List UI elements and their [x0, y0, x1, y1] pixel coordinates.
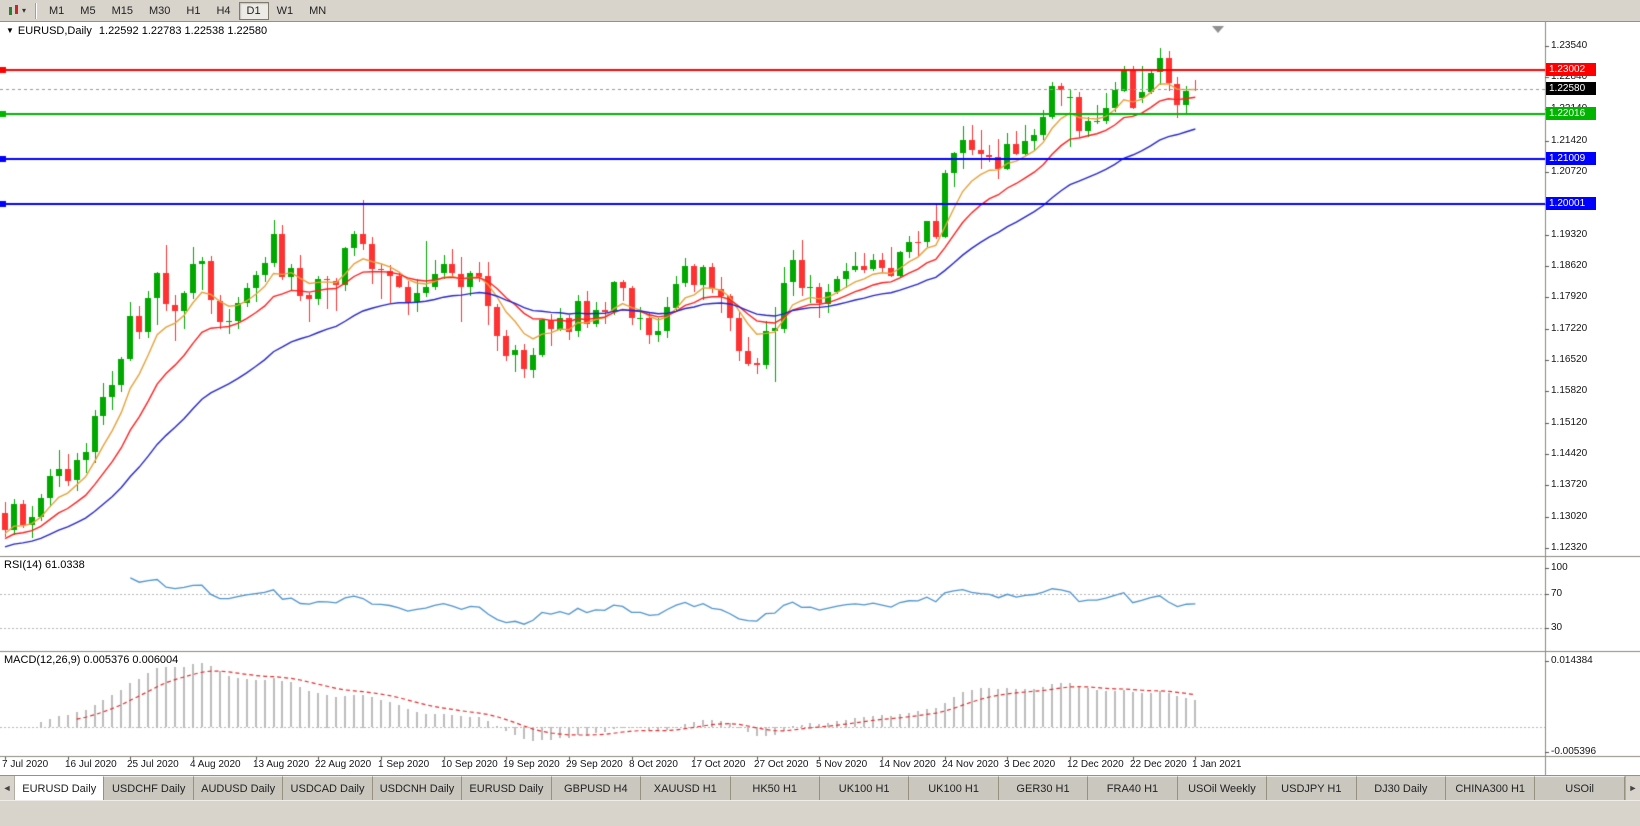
chart-tab-ger30-h1[interactable]: GER30 H1 [998, 776, 1089, 800]
tab-label: USOil Weekly [1188, 782, 1256, 795]
period-button-d1[interactable]: D1 [238, 1, 269, 20]
chart-tab-china300-h1[interactable]: CHINA300 H1 [1446, 776, 1536, 800]
tab-label: FRA40 H1 [1106, 782, 1159, 795]
chart-tab-uk100-h1[interactable]: UK100 H1 [819, 776, 910, 800]
left-arrow-icon: ◄ [2, 783, 12, 793]
tab-label: AUDUSD Daily [201, 782, 276, 795]
candlestick-chart-icon [7, 4, 20, 17]
chart-tab-usoil[interactable]: USOil [1535, 776, 1625, 800]
tab-label: EURUSD Daily [469, 782, 544, 795]
tab-label: HK50 H1 [752, 782, 798, 795]
tab-strip: EURUSD Daily USDCHF Daily AUDUSD Daily USDC… [15, 776, 1625, 800]
chart-tab-usdchf-daily[interactable]: USDCHF Daily [104, 776, 194, 800]
period-button-mn[interactable]: MN [301, 2, 334, 20]
period-button-m1[interactable]: M1 [41, 2, 72, 20]
tab-label: CHINA300 H1 [1455, 782, 1526, 795]
tab-label: USDCHF Daily [111, 782, 186, 795]
tab-label: EURUSD Daily [22, 782, 97, 795]
chart-tab-hk50-h1[interactable]: HK50 H1 [730, 776, 820, 800]
tab-scroll-right-button[interactable]: ► [1625, 776, 1640, 800]
tab-label: DJ30 Daily [1374, 782, 1428, 795]
timeframe-toolbar: ▾ M1 M5 M15 M30 H1 H4 D1 W1 MN [0, 0, 1640, 22]
ohlc-values: 1.22592 1.22783 1.22538 1.22580 [98, 25, 268, 37]
chart-tab-fra40-h1[interactable]: FRA40 H1 [1088, 776, 1178, 800]
tab-label: UK100 H1 [928, 782, 979, 795]
chart-tab-gbpusd-h4[interactable]: GBPUSD H4 [551, 776, 642, 800]
chart-tab-usdjpy-h1[interactable]: USDJPY H1 [1267, 776, 1357, 800]
period-button-group: M1 M5 M15 M30 H1 H4 D1 W1 MN [41, 1, 334, 20]
collapse-triangle-icon[interactable]: ▼ [6, 26, 14, 35]
chart-tab-usdcad-daily[interactable]: USDCAD Daily [283, 776, 373, 800]
tab-label: USDCAD Daily [290, 782, 365, 795]
tab-label: XAUUSD H1 [653, 782, 717, 795]
chart-type-button[interactable]: ▾ [3, 3, 30, 19]
price-chart-canvas[interactable] [0, 22, 1640, 775]
period-button-m15[interactable]: M15 [104, 2, 141, 20]
tab-label: USOil [1565, 782, 1595, 795]
rsi-indicator-label: RSI(14) 61.0338 [4, 559, 85, 571]
macd-indicator-label: MACD(12,26,9) 0.005376 0.006004 [4, 654, 179, 666]
window-bottom-strip [0, 800, 1640, 826]
dropdown-caret-icon: ▾ [22, 6, 27, 15]
chart-tab-dj30-daily[interactable]: DJ30 Daily [1356, 776, 1446, 800]
period-button-m30[interactable]: M30 [141, 2, 178, 20]
symbol-period-label: EURUSD,Daily [17, 25, 92, 37]
period-button-h1[interactable]: H1 [178, 2, 208, 20]
right-arrow-icon: ► [1628, 783, 1638, 793]
chart-title: ▼ EURUSD,Daily 1.22592 1.22783 1.22538 1.2… [6, 25, 267, 37]
chart-tab-bar: ◄ EURUSD Daily USDCHF Daily AUDUSD Daily US… [0, 775, 1640, 800]
toolbar-separator [35, 2, 37, 19]
period-button-m5[interactable]: M5 [72, 2, 103, 20]
period-button-w1[interactable]: W1 [269, 2, 302, 20]
chart-tab-eurusd-daily[interactable]: EURUSD Daily [462, 776, 552, 800]
tab-label: GBPUSD H4 [564, 782, 628, 795]
tab-scroll-left-button[interactable]: ◄ [0, 776, 15, 800]
tab-label: UK100 H1 [838, 782, 890, 795]
chart-tab-xauusd-h1[interactable]: XAUUSD H1 [641, 776, 731, 800]
chart-tab-audusd-daily[interactable]: AUDUSD Daily [193, 776, 284, 800]
chart-tab-usoil-weekly[interactable]: USOil Weekly [1177, 776, 1268, 800]
period-button-h4[interactable]: H4 [208, 2, 238, 20]
chart-tab-eurusd-daily[interactable]: EURUSD Daily [15, 776, 105, 800]
chart-tab-uk100-h1[interactable]: UK100 H1 [909, 776, 999, 800]
chart-tab-usdcnh-daily[interactable]: USDCNH Daily [372, 776, 463, 800]
tab-label: GER30 H1 [1016, 782, 1070, 795]
tab-label: USDCNH Daily [379, 782, 455, 795]
tab-label: USDJPY H1 [1281, 782, 1342, 795]
chart-area: ▼ EURUSD,Daily 1.22592 1.22783 1.22538 1.2… [0, 22, 1640, 775]
